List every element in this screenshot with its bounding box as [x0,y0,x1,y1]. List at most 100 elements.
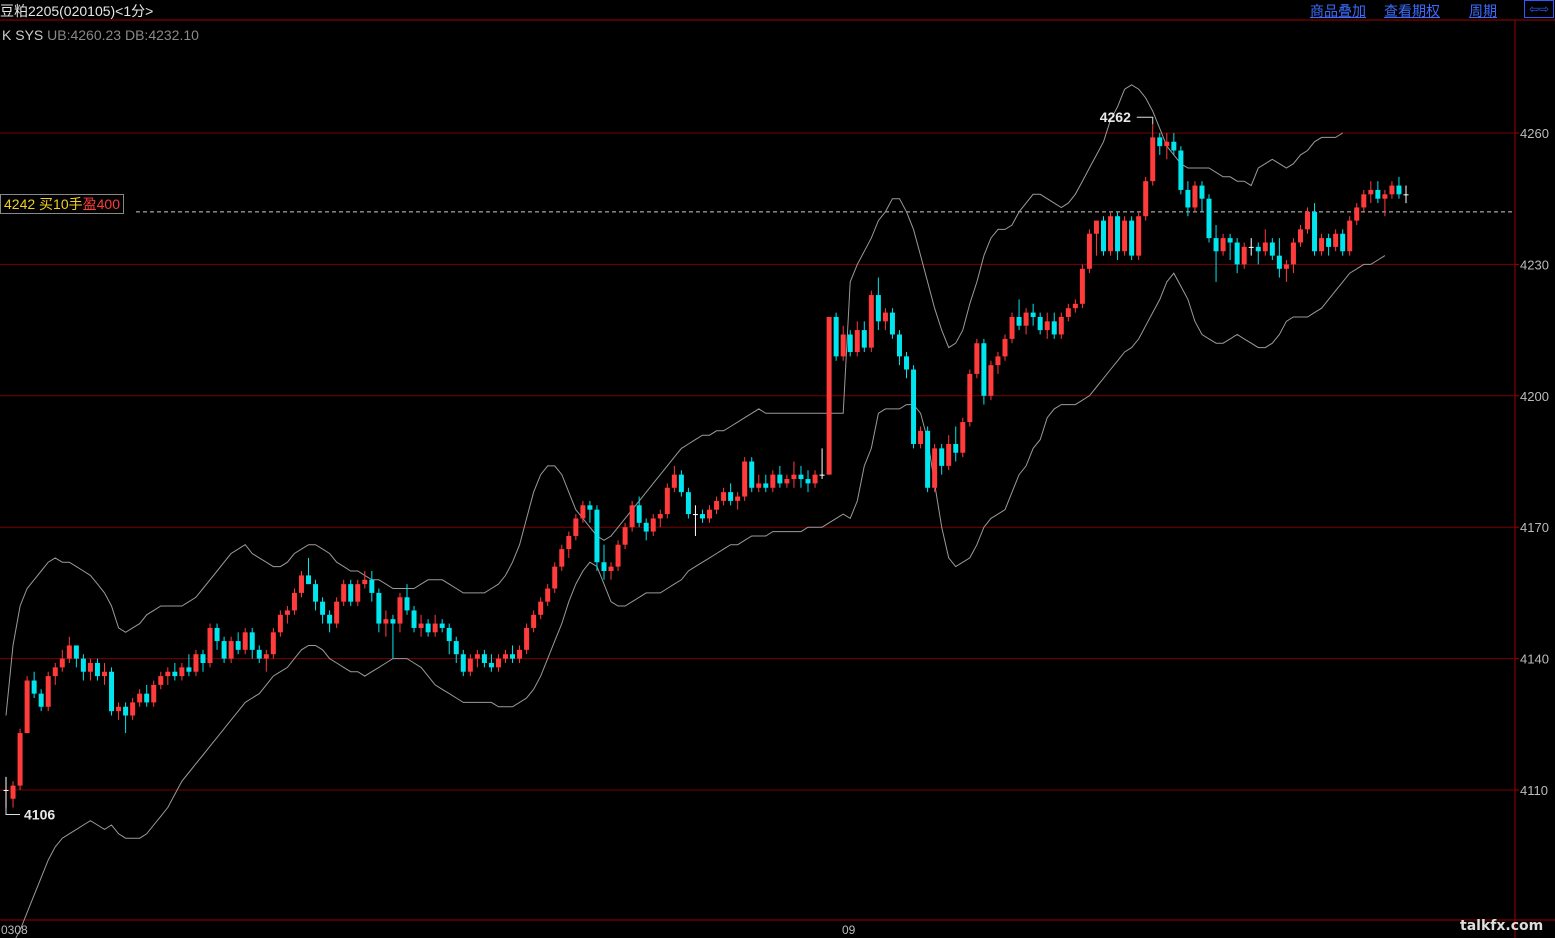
y-tick-label: 4230 [1520,257,1549,272]
candle-body [1108,216,1114,252]
candle-body [1241,246,1247,265]
candle-body [861,330,867,348]
position-order-tag[interactable]: 4242 买10手盈400 [0,194,124,214]
candle-body [1213,238,1219,252]
candle-body [559,549,565,567]
upper-band-value: UB:4260.23 [47,27,122,43]
period-link[interactable]: 周期 [1469,3,1497,19]
candle-body [453,641,459,655]
candle-body [73,645,79,659]
candle-body [974,343,980,374]
candle-body [685,492,691,515]
y-tick-label: 4200 [1520,389,1549,404]
candle-body [1234,242,1240,265]
candle-body [207,627,213,663]
candle-body [517,649,523,659]
x-tick-label: 0308 [1,923,28,937]
candle-body [967,373,973,423]
collapse-icon[interactable]: ⇦⇨ [1524,0,1554,18]
candle-body [650,518,656,532]
candle-body [460,654,466,672]
candle-body [1340,233,1346,252]
candle-body [1030,312,1036,317]
indicator-legend: K SYS UB:4260.23 DB:4232.10 [2,27,199,43]
candle-body [263,654,269,659]
candle-body [1192,185,1198,208]
candle-body [728,492,734,501]
order-price: 4242 [4,196,36,212]
candle-body [868,295,874,348]
candle-body [179,667,185,677]
candle-body [52,667,58,677]
candle-body [1403,194,1409,196]
indicator-name: K SYS [2,27,44,43]
candle-body [1319,238,1325,252]
candle-body [594,509,600,563]
overlay-product-link[interactable]: 商品叠加 [1310,3,1366,19]
candle-body [1185,189,1191,208]
y-tick-label: 4170 [1520,520,1549,535]
candle-body [742,461,748,497]
candle-body [1115,216,1121,252]
candle-body [488,662,494,668]
candle-body [116,706,122,712]
candle-body [946,443,952,466]
candle-body [566,535,572,550]
candle-body [953,443,959,453]
candle-body [130,702,136,716]
candle-body [446,627,452,642]
candle-body [819,474,825,476]
high-annotation-label: 4262 [1100,109,1131,125]
candle-body [1122,220,1128,252]
candle-body [714,500,720,510]
order-side-qty: 买10手 [39,196,83,212]
view-options-link[interactable]: 查看期权 [1384,3,1440,19]
candle-body [291,592,297,611]
candle-body [1129,220,1135,256]
candle-body [798,474,804,480]
candle-body [580,505,586,519]
candle-body [939,448,945,466]
lower-band-value: DB:4232.10 [124,27,199,43]
candle-body [777,474,783,484]
candle-body [221,641,227,659]
candle-body [1347,220,1353,252]
candle-body [313,584,319,602]
candle-body [1093,220,1099,234]
candle-body [875,295,881,322]
candle-body [17,733,23,786]
candle-body [481,654,487,663]
candle-body [502,654,508,659]
candle-body [552,566,558,589]
candle-body [671,474,677,488]
y-tick-label: 4140 [1520,652,1549,667]
candle-body [608,566,614,571]
candle-body [721,492,727,501]
candle-body [59,658,65,668]
candle-body [1037,316,1043,331]
candle-body [1312,211,1318,252]
candle-body [629,505,635,528]
candle-body [1269,242,1275,256]
candle-body [320,601,326,615]
candle-body [1150,137,1156,182]
candle-body [1157,137,1163,147]
candle-body [587,505,593,510]
candle-body [995,356,1001,366]
candle-body [678,474,684,493]
candle-body [545,588,551,602]
candle-body [1276,255,1282,269]
low-annotation-label: 4106 [24,807,55,823]
candle-body [1255,246,1261,252]
candle-body [622,527,628,545]
candle-body [369,579,375,593]
candle-body [277,614,283,633]
candle-body [284,610,290,615]
candle-body [228,641,234,659]
candle-body [1396,185,1402,195]
candle-body [960,422,966,453]
candle-body [425,623,431,633]
top-bar: 豆粕2205(020105)<1分> 商品叠加 查看期权 周期 ⇦⇨ [0,0,1555,20]
candle-body [882,312,888,322]
